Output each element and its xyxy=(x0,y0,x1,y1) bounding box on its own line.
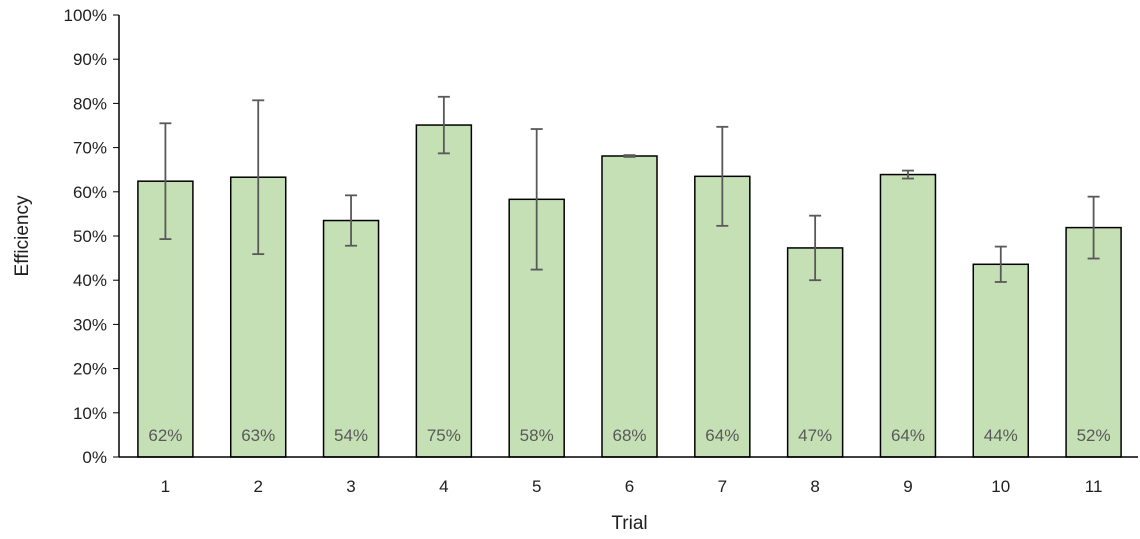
x-tick-label: 10 xyxy=(991,477,1010,496)
data-label-trial-5: 58% xyxy=(520,426,554,445)
x-tick-label: 3 xyxy=(346,477,355,496)
error-bar-trial-4 xyxy=(437,95,450,155)
error-bar-trial-7 xyxy=(716,125,729,227)
x-tick-label: 1 xyxy=(161,477,170,496)
y-tick-label: 0% xyxy=(82,448,107,467)
bars-group xyxy=(137,124,1122,458)
x-tick-label: 6 xyxy=(625,477,634,496)
x-tick-label: 7 xyxy=(718,477,727,496)
data-label-trial-7: 64% xyxy=(705,426,739,445)
data-label-trial-2: 63% xyxy=(241,426,275,445)
x-axis-ticks: 1 2 3 4 5 6 7 8 9 10 11 xyxy=(161,477,1103,496)
x-tick-label: 8 xyxy=(810,477,819,496)
x-tick-label: 4 xyxy=(439,477,448,496)
y-tick-label: 60% xyxy=(73,183,107,202)
y-tick-label: 80% xyxy=(73,94,107,113)
error-bars-group xyxy=(159,95,1100,283)
x-tick-label: 5 xyxy=(532,477,541,496)
data-label-trial-8: 47% xyxy=(798,426,832,445)
x-axis-title: Trial xyxy=(611,513,647,534)
data-label-trial-3: 54% xyxy=(334,426,368,445)
y-tick-label: 20% xyxy=(73,360,107,379)
error-bar-trial-2 xyxy=(252,99,265,256)
x-tick-label: 9 xyxy=(903,477,912,496)
error-bar-trial-3 xyxy=(345,194,358,247)
y-tick-label: 30% xyxy=(73,315,107,334)
y-tick-label: 40% xyxy=(73,271,107,290)
y-tick-label: 70% xyxy=(73,139,107,158)
bar-trial-4 xyxy=(415,124,473,458)
error-bar-trial-6 xyxy=(623,154,636,158)
y-tick-label: 50% xyxy=(73,227,107,246)
x-tick-label: 11 xyxy=(1085,477,1103,496)
data-label-trial-9: 64% xyxy=(891,426,925,445)
bar-trial-3 xyxy=(322,219,380,458)
x-tick-label: 2 xyxy=(253,477,262,496)
error-bar-trial-10 xyxy=(994,245,1007,283)
bar-trial-9 xyxy=(879,173,937,458)
data-label-trial-4: 75% xyxy=(427,426,461,445)
bar-trial-8 xyxy=(786,247,844,458)
y-axis-ticks: 0% 10% 20% 30% 40% 50% 60% 70% 80% 90% 100% xyxy=(64,6,119,467)
error-bar-trial-11 xyxy=(1087,195,1100,260)
data-label-trial-1: 62% xyxy=(148,426,182,445)
error-bar-trial-5 xyxy=(530,128,543,271)
data-label-trial-10: 44% xyxy=(984,426,1018,445)
y-tick-label: 10% xyxy=(73,404,107,423)
data-labels-group: 62% 63% 54% 75% 58% 68% 64% 47% 64% 44% 52% xyxy=(148,426,1110,445)
error-bar-trial-9 xyxy=(901,169,914,180)
y-tick-label: 100% xyxy=(64,6,107,25)
bar-trial-11 xyxy=(1065,226,1122,458)
error-bar-trial-8 xyxy=(809,214,822,282)
error-bar-trial-1 xyxy=(159,122,172,240)
y-axis-title: Efficiency xyxy=(12,195,33,276)
data-label-trial-6: 68% xyxy=(612,426,646,445)
bar-trial-6 xyxy=(601,155,658,458)
y-tick-label: 90% xyxy=(73,50,107,69)
data-label-trial-11: 52% xyxy=(1077,426,1111,445)
